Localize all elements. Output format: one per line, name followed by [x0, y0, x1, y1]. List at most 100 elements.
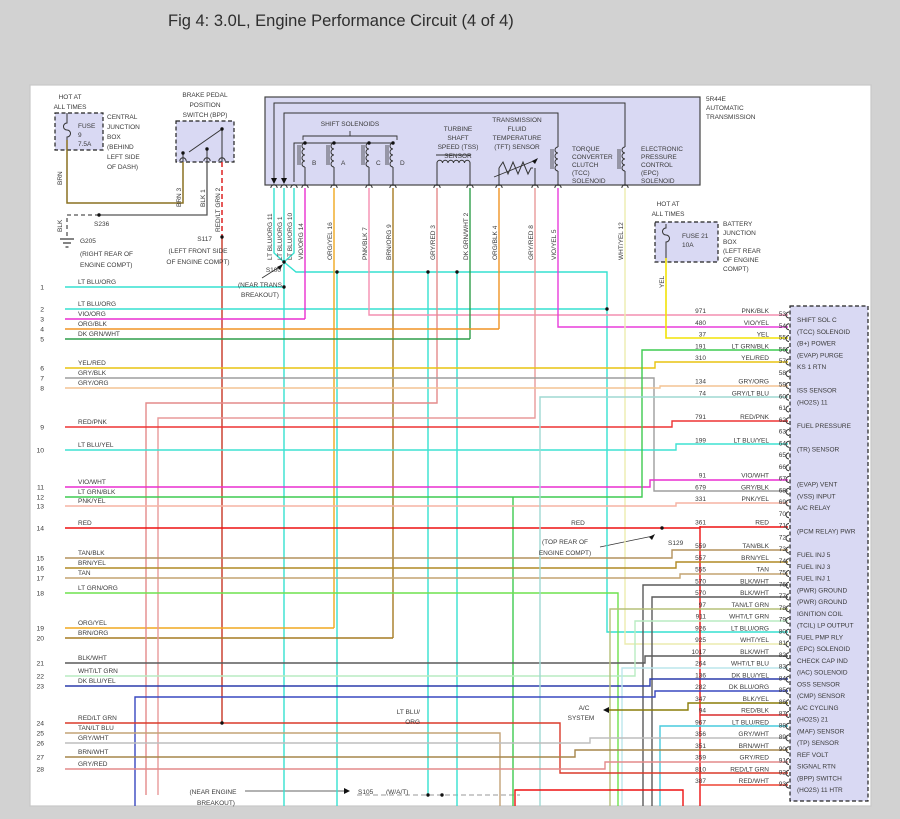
row6 — [65, 361, 788, 369]
wire-color-label: GRY/LT BLU — [732, 390, 770, 397]
wire — [283, 188, 295, 263]
circuit-number: 926 — [695, 625, 706, 632]
junction-dot — [426, 270, 430, 274]
circuit-number: 810 — [695, 766, 706, 773]
wire-color-label: DK BLU/YEL — [78, 678, 116, 685]
connector-pin — [785, 358, 790, 366]
connector-pin — [785, 405, 790, 413]
pin-number: 60 — [779, 393, 787, 400]
row-number: 20 — [36, 636, 44, 643]
pin-number: 59 — [779, 382, 787, 389]
solenoid-common — [293, 142, 393, 182]
connector-pin — [785, 523, 790, 530]
label: BREAKOUT) — [241, 292, 279, 299]
wire-color-label: BLK/WHT — [78, 655, 107, 662]
label: CONVERTER — [572, 154, 613, 161]
pin-number: 54 — [779, 323, 787, 330]
row-number: 4 — [40, 327, 44, 334]
circuit-number: 361 — [695, 520, 706, 527]
connector-pin — [785, 781, 790, 789]
circuit-number: 134 — [695, 379, 706, 386]
pcm-function-label: (VSS) INPUT — [797, 493, 836, 500]
wire-color-label: TAN — [78, 570, 91, 577]
connector-pin — [785, 452, 790, 460]
bus-a — [273, 102, 626, 182]
connector-pin — [785, 711, 790, 718]
pin-number: 89 — [779, 734, 787, 741]
wire-color-label: GRY/BLK — [741, 484, 770, 491]
pin-number: 79 — [779, 617, 787, 624]
connector-pin — [785, 464, 790, 472]
brn-label: BRN — [57, 171, 64, 185]
shift-solenoids-label: SHIFT SOLENOIDS — [321, 121, 380, 128]
pin-number: 53 — [779, 311, 787, 318]
connector-pin — [365, 184, 373, 189]
pcm-function-label: (TCC) SOLENOID — [797, 329, 850, 336]
row26 — [65, 737, 788, 744]
row-number: 6 — [40, 366, 44, 373]
pin-number: 80 — [779, 628, 787, 635]
wire-color-label: RED/PNK — [740, 414, 770, 421]
connector-pin — [785, 546, 790, 554]
wire-color-label: PNK/YEL — [78, 498, 106, 505]
label: 9 — [78, 132, 82, 139]
transmission-box — [264, 96, 701, 186]
row-number: 12 — [36, 495, 44, 502]
label: SOLENOID — [572, 178, 606, 185]
label: SYSTEM — [568, 715, 595, 722]
label: PRESSURE — [641, 154, 677, 161]
pcm-function-label: (B+) POWER — [797, 341, 836, 348]
arrowhead — [277, 264, 283, 270]
row-number: 5 — [40, 337, 44, 344]
circuit-number: 570 — [695, 578, 706, 585]
wht-yel-81 — [624, 188, 788, 645]
pin-number: 55 — [779, 335, 787, 342]
junction-dot — [455, 270, 459, 274]
connector-pin — [785, 417, 790, 425]
circuit-number: 37 — [699, 332, 707, 339]
circuit-number: 555 — [695, 567, 706, 574]
row22 — [65, 620, 788, 677]
pin-number: 85 — [779, 687, 787, 694]
wire-color-label: BLK/WHT — [740, 649, 769, 656]
row18 — [65, 592, 619, 806]
red-label: RED — [571, 520, 585, 527]
connector-pin — [785, 335, 790, 342]
label: CONTROL — [641, 162, 673, 169]
wire-color-label: ORG/BLK — [78, 321, 108, 328]
label: (LEFT FRONT SIDE — [169, 248, 229, 255]
s129-label: S129 — [668, 540, 684, 547]
wire-color-label: YEL/RED — [78, 360, 106, 367]
circuit-number: 91 — [699, 473, 707, 480]
connector-pin — [785, 722, 790, 730]
connector-pin — [785, 558, 790, 566]
label: OF ENGINE — [723, 257, 759, 264]
wire-color-label: YEL/RED — [741, 355, 769, 362]
coil-c — [365, 142, 370, 168]
pin-number: 69 — [779, 499, 787, 506]
label: B — [312, 160, 316, 167]
wire-color-label: PNK/BLK — [742, 308, 770, 315]
pcm-function-label: (IAC) SOLENOID — [797, 670, 848, 677]
junction-dot — [220, 127, 224, 131]
pcm-function-label: FUEL INJ 3 — [797, 564, 831, 571]
wire-color-label: GRY/WHT — [738, 731, 769, 738]
wire-color-label: WHT/LT BLU — [731, 661, 769, 668]
pin-number: 68 — [779, 487, 787, 494]
wire-color-label: ORG/YEL — [78, 620, 107, 627]
wire-color-label: BRN/YEL — [78, 560, 106, 567]
row-number: 10 — [36, 448, 44, 455]
circuit-number: 282 — [695, 684, 706, 691]
label: BRN 3 — [176, 187, 183, 207]
brn-wire — [66, 140, 184, 204]
tft-resistor — [498, 160, 533, 176]
tft-label: TRANSMISSION — [492, 117, 542, 124]
label: ENGINE COMPT) — [539, 550, 591, 557]
row16 — [65, 561, 788, 569]
row25 — [65, 732, 501, 806]
junction-dot — [282, 285, 286, 289]
connector-pin — [785, 346, 790, 354]
wire-color-label: LT BLU/ORG — [78, 279, 116, 286]
label: COMPT) — [723, 266, 749, 273]
